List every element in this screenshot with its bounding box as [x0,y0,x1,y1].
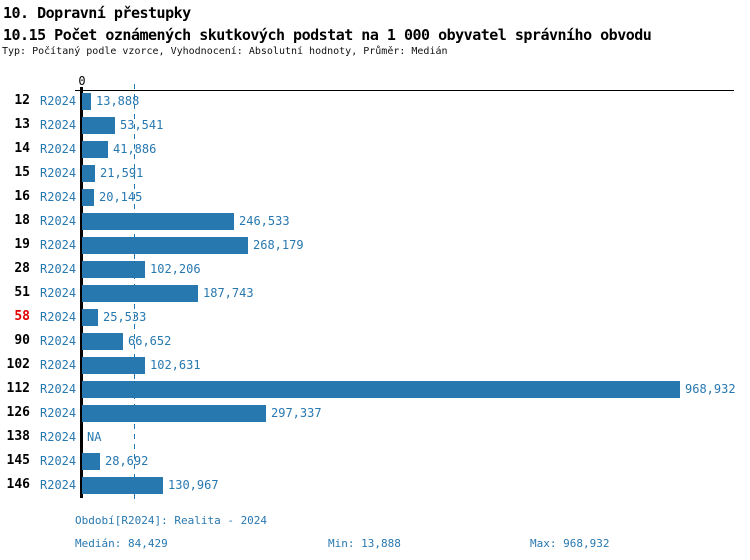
series-period-label: R2024 [40,454,77,468]
value-label: 28,692 [105,454,149,468]
bar [82,405,266,422]
axis-vertical-line [80,87,83,498]
bar [82,213,234,230]
bar [82,237,248,254]
bar [82,453,100,470]
category-label: 16 [14,189,30,204]
chart-row: 90 R2024 66,652 [0,329,750,353]
chart-row: 18 R2024 246,533 [0,209,750,233]
series-period-label: R2024 [40,214,77,228]
axis-zero-label: 0 [78,74,86,88]
report-subtitle: 10.15 Počet oznámených skutkových podsta… [3,26,652,44]
category-label: 28 [14,261,30,276]
chart-row: 19 R2024 268,179 [0,233,750,257]
category-label: 58 [14,309,30,324]
value-label: 968,932 [685,382,736,396]
category-label: 146 [6,477,30,492]
category-label: 12 [14,93,30,108]
category-label: 18 [14,213,30,228]
series-period-label: R2024 [40,286,77,300]
series-period-label: R2024 [40,94,77,108]
axis-top-line [75,90,734,91]
category-label: 145 [6,453,30,468]
bar [82,381,680,398]
category-label: 102 [6,357,30,372]
series-period-label: R2024 [40,118,77,132]
bar-chart: 0 12 R2024 13,888 13 R2024 53,541 14 R2024 41,88… [0,70,750,510]
category-label: 15 [14,165,30,180]
value-label: 66,652 [128,334,172,348]
series-period-label: R2024 [40,262,77,276]
report-title: 10. Dopravní přestupky [3,4,191,22]
bar [82,309,98,326]
series-period-label: R2024 [40,334,77,348]
chart-row: 126 R2024 297,337 [0,401,750,425]
bar [82,261,145,278]
series-period-label: R2024 [40,166,77,180]
series-period-label: R2024 [40,238,77,252]
chart-row: 51 R2024 187,743 [0,281,750,305]
value-label: 102,631 [150,358,201,372]
bar [82,117,115,134]
value-label: 53,541 [120,118,164,132]
footer-min: Min: 13,888 [328,537,401,550]
chart-row: 14 R2024 41,886 [0,137,750,161]
category-label: 138 [6,429,30,444]
chart-row: 15 R2024 21,591 [0,161,750,185]
value-label: 102,206 [150,262,201,276]
value-label: 13,888 [96,94,140,108]
bar [82,141,108,158]
value-label: 297,337 [271,406,322,420]
series-period-label: R2024 [40,358,77,372]
value-label: 25,533 [103,310,147,324]
value-label: 268,179 [253,238,304,252]
series-period-label: R2024 [40,142,77,156]
bar [82,93,91,110]
value-label: 187,743 [203,286,254,300]
series-period-label: R2024 [40,430,77,444]
category-label: 126 [6,405,30,420]
bar [82,357,145,374]
report-meta-line: Typ: Počítaný podle vzorce, Vyhodnocení:… [2,46,448,57]
bar [82,285,198,302]
chart-row: 146 R2024 130,967 [0,473,750,497]
chart-row: 16 R2024 20,145 [0,185,750,209]
value-label: 21,591 [100,166,144,180]
series-period-label: R2024 [40,310,77,324]
series-period-label: R2024 [40,406,77,420]
chart-row: 12 R2024 13,888 [0,89,750,113]
value-label: 20,145 [99,190,143,204]
series-period-label: R2024 [40,190,77,204]
series-period-label: R2024 [40,478,77,492]
chart-row: 13 R2024 53,541 [0,113,750,137]
footer-period: Období[R2024]: Realita - 2024 [75,514,268,527]
category-label: 13 [14,117,30,132]
value-label: 130,967 [168,478,219,492]
chart-row: 138 R2024 NA [0,425,750,449]
na-label: NA [87,430,102,444]
chart-row: 145 R2024 28,692 [0,449,750,473]
value-label: 246,533 [239,214,290,228]
chart-row: 58 R2024 25,533 [0,305,750,329]
bar [82,477,163,494]
value-label: 41,886 [113,142,157,156]
chart-row: 28 R2024 102,206 [0,257,750,281]
bar [82,189,94,206]
category-label: 51 [14,285,30,300]
category-label: 14 [14,141,30,156]
category-label: 19 [14,237,30,252]
series-period-label: R2024 [40,382,77,396]
footer-median: Medián: 84,429 [75,537,168,550]
category-label: 90 [14,333,30,348]
chart-row: 112 R2024 968,932 [0,377,750,401]
category-label: 112 [6,381,30,396]
footer-max: Max: 968,932 [530,537,610,550]
chart-row: 102 R2024 102,631 [0,353,750,377]
bar [82,165,95,182]
bar [82,333,123,350]
